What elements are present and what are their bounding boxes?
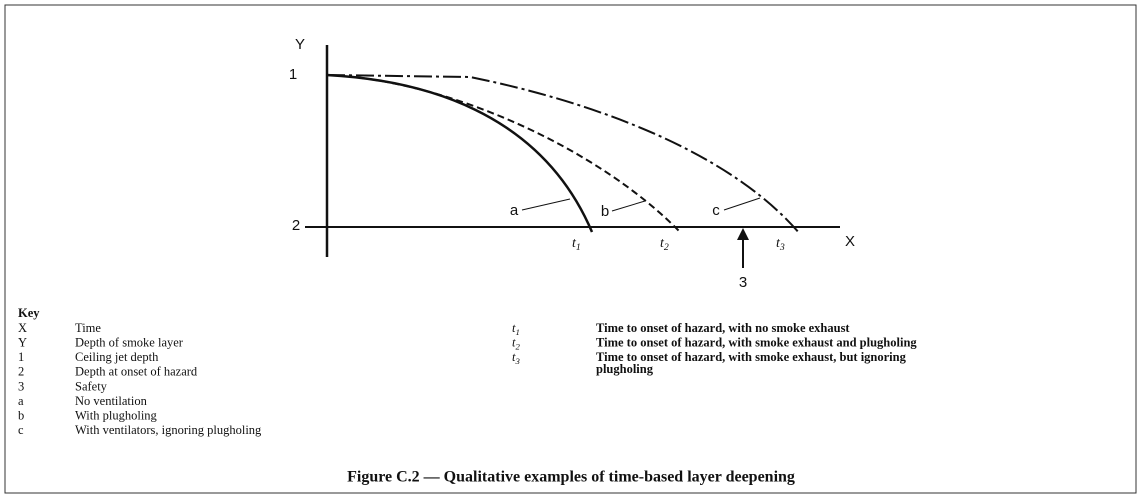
curve-b — [326, 74, 681, 233]
key-symbol: 1 — [18, 350, 24, 364]
curve-a — [326, 73, 594, 233]
time-label: t1 — [572, 236, 581, 253]
subscript: 1 — [576, 242, 581, 253]
key-text: Ceiling jet depth — [75, 350, 159, 364]
arrow-head — [737, 228, 749, 240]
curve-label: a — [510, 202, 519, 219]
key-symbol: 2 — [18, 365, 24, 379]
key-symbol: 3 — [18, 379, 24, 393]
time-label: t2 — [660, 236, 669, 253]
key-symbol: t2 — [512, 335, 520, 351]
key-text: Safety — [75, 379, 108, 393]
key-text: Depth at onset of hazard — [75, 365, 198, 379]
curve-c — [326, 74, 801, 235]
leader-a — [521, 198, 571, 211]
subscript: 2 — [515, 342, 520, 352]
key-symbol: X — [18, 321, 27, 335]
key-text: Time to onset of hazard, with smoke exha… — [596, 335, 917, 349]
leader-c — [723, 197, 761, 211]
key-text: Time — [75, 321, 101, 335]
key-symbol: Y — [18, 335, 27, 349]
symbol: t — [512, 350, 516, 364]
symbol: t — [512, 321, 516, 335]
symbol: t — [572, 236, 577, 251]
caption: Figure C.2 — Qualitative examples of tim… — [347, 469, 795, 486]
key-text: With ventilators, ignoring plugholing — [75, 423, 262, 437]
level-2: 2 — [292, 217, 300, 234]
key-symbol: t3 — [512, 350, 520, 366]
key-symbol: b — [18, 408, 24, 422]
key-symbol: a — [18, 394, 24, 408]
curve-label: c — [712, 202, 720, 219]
key-symbol: c — [18, 423, 24, 437]
axis-y-label: Y — [295, 36, 305, 53]
key-text: plugholing — [596, 362, 654, 376]
key-text: No ventilation — [75, 394, 148, 408]
symbol: t — [776, 236, 781, 251]
subscript: 3 — [514, 356, 520, 366]
axis-x-label: X — [845, 233, 855, 250]
subscript: 3 — [779, 242, 785, 253]
leader-b — [611, 200, 646, 212]
subscript: 2 — [664, 242, 669, 253]
marker-3: 3 — [739, 274, 747, 291]
key-text: With plugholing — [75, 408, 158, 422]
key-text: Depth of smoke layer — [75, 335, 184, 349]
key-text: Time to onset of hazard, with no smoke e… — [596, 321, 850, 335]
time-label: t3 — [776, 236, 785, 253]
curve-label: b — [601, 203, 609, 220]
level-1: 1 — [289, 66, 297, 83]
symbol: t — [512, 335, 516, 349]
subscript: 1 — [515, 327, 519, 337]
symbol: t — [660, 236, 665, 251]
key-text: Time to onset of hazard, with smoke exha… — [596, 350, 907, 364]
key-symbol: t1 — [512, 321, 520, 337]
key-title: Key — [18, 306, 40, 320]
frame — [4, 4, 1137, 494]
